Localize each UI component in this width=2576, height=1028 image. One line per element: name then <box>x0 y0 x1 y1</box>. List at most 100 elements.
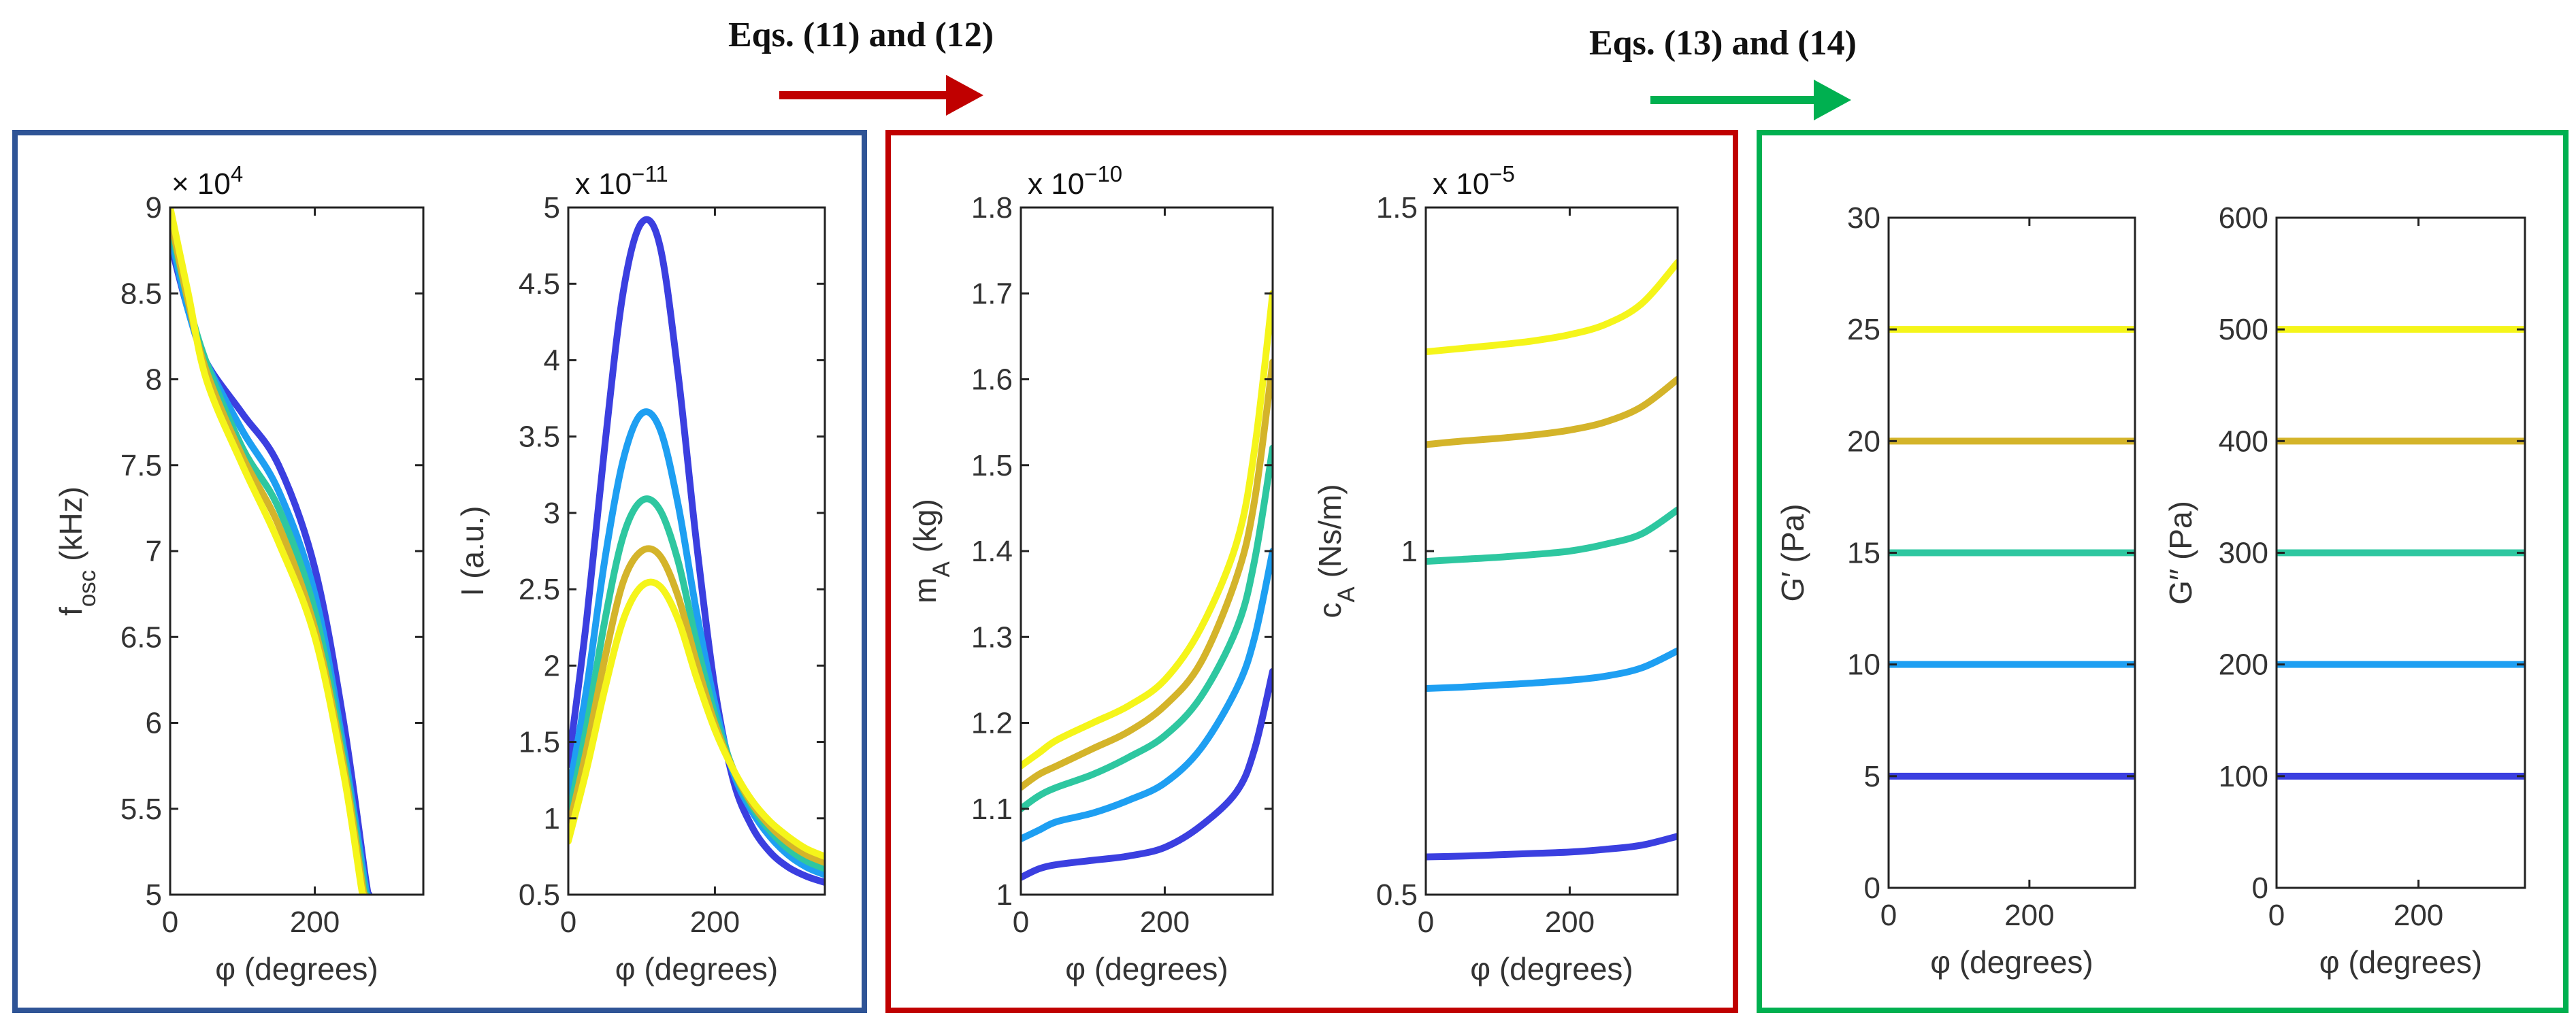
axis-exponent: x 10−10 <box>1028 161 1122 201</box>
series-line-s3 <box>1426 506 1678 565</box>
panel-lumped-frame <box>885 130 1738 1013</box>
y-tick-label: 4.5 <box>519 267 560 301</box>
y-tick-label: 1 <box>544 802 560 835</box>
y-tick-label: 1.1 <box>971 793 1013 826</box>
series-group <box>2277 326 2525 780</box>
x-axis-label: φ (degrees) <box>1065 951 1228 986</box>
y-tick-label: 7 <box>146 535 162 568</box>
axis-exponent: x 10−11 <box>575 161 668 201</box>
y-tick-label: 15 <box>1847 537 1880 570</box>
y-tick-label: 6 <box>146 707 162 740</box>
y-tick-label: 8.5 <box>120 277 162 310</box>
chart-mass: 1 1.1 1.2 1.3 1.4 1.5 1.6 1.7 1.8 0 200 φ (degrees)… <box>907 161 1274 986</box>
x-tick-label: 0 <box>1013 906 1029 939</box>
arrow-green-icon <box>1650 80 1851 120</box>
x-axis-label: φ (degrees) <box>2319 944 2482 980</box>
y-tick-label: 20 <box>1847 425 1880 458</box>
arrow-red-icon <box>779 75 983 116</box>
y-tick-label: 3.5 <box>519 420 560 454</box>
y-tick-label: 0.5 <box>519 878 560 912</box>
y-tick-label: 2 <box>544 649 560 682</box>
x-tick-label: 0 <box>1418 906 1434 939</box>
y-axis-label: G′ (Pa) <box>1775 503 1810 601</box>
x-axis-label: φ (degrees) <box>615 951 778 986</box>
chart-intensity: 0.5 1 1.5 2 2.5 3 3.5 4 4.5 5 0 200 φ (degrees) I (a.… <box>455 161 826 986</box>
chart-fosc: 5 5.5 6 6.5 7 7.5 8 8.5 9 0 200 φ (degrees) fosc (kH… <box>53 161 425 986</box>
y-tick-label: 500 <box>2219 313 2268 346</box>
y-tick-label: 600 <box>2219 201 2268 235</box>
panel-material-frame <box>1757 130 2569 1013</box>
y-axis-label: I (a.u.) <box>455 506 490 597</box>
y-tick-label: 5 <box>146 878 162 912</box>
x-axis-label: φ (degrees) <box>1470 951 1633 986</box>
series-line-s5 <box>568 578 825 860</box>
x-tick-label: 200 <box>1140 906 1190 939</box>
series-group <box>170 208 373 895</box>
y-tick-label: 1.3 <box>971 620 1013 654</box>
chart-damping: 0.5 1 1.5 0 200 φ (degrees) cA (Ns/m) x 10−5 <box>1312 161 1679 986</box>
y-tick-label: 5 <box>1864 760 1880 793</box>
y-tick-label: 0 <box>1864 872 1880 905</box>
x-tick-label: 200 <box>1545 906 1595 939</box>
panel-input-frame <box>12 130 867 1013</box>
y-tick-label: 1.4 <box>971 535 1013 568</box>
arrow-label-eqs-13-14: Eqs. (13) and (14) <box>1589 24 1857 63</box>
y-axis-label: mA (kg) <box>907 499 955 603</box>
y-tick-label: 0 <box>2252 872 2268 905</box>
x-tick-label: 0 <box>1880 899 1897 932</box>
chart-storage-modulus: 0 5 10 15 20 25 30 0 200 φ (degrees) G′ (Pa) <box>1775 201 2136 980</box>
series-line-s3 <box>568 495 825 872</box>
y-tick-label: 2.5 <box>519 573 560 606</box>
series-group <box>568 216 825 886</box>
series-line-s5 <box>1021 290 1273 769</box>
arrow-label-eqs-11-12: Eqs. (11) and (12) <box>728 16 994 54</box>
series-line-s5 <box>1426 259 1678 356</box>
x-tick-label: 0 <box>560 906 576 939</box>
y-tick-label: 1.8 <box>971 191 1013 225</box>
series-line-s4 <box>568 545 825 866</box>
x-axis-label: φ (degrees) <box>215 951 378 986</box>
y-axis-label: cA (Ns/m) <box>1312 484 1360 618</box>
x-axis-label: φ (degrees) <box>1930 944 2093 980</box>
series-line-s4 <box>170 212 368 895</box>
axis-exponent: × 104 <box>172 161 243 201</box>
series-line-s2 <box>1021 548 1273 842</box>
y-tick-label: 1 <box>996 878 1013 912</box>
y-tick-label: 200 <box>2219 648 2268 682</box>
x-tick-label: 200 <box>2394 899 2443 932</box>
series-group <box>1889 326 2135 780</box>
axis-exponent: x 10−5 <box>1433 161 1515 201</box>
series-line-s1 <box>1021 667 1273 881</box>
x-tick-label: 200 <box>2004 899 2054 932</box>
y-tick-label: 1 <box>1401 535 1418 568</box>
y-tick-label: 30 <box>1847 201 1880 235</box>
y-tick-label: 1.5 <box>971 449 1013 482</box>
y-tick-label: 1.6 <box>971 363 1013 397</box>
x-tick-label: 0 <box>2268 899 2285 932</box>
y-tick-label: 300 <box>2219 537 2268 570</box>
y-tick-label: 8 <box>146 363 162 397</box>
y-tick-label: 25 <box>1847 313 1880 346</box>
y-tick-label: 100 <box>2219 760 2268 793</box>
y-axis-label: G′′ (Pa) <box>2163 501 2198 605</box>
series-line-s1 <box>568 216 825 886</box>
y-axis-label: fosc (kHz) <box>53 486 101 616</box>
y-tick-label: 0.5 <box>1376 878 1418 912</box>
series-line-s5 <box>170 208 367 895</box>
y-tick-label: 10 <box>1847 648 1880 682</box>
series-line-s4 <box>1021 359 1273 791</box>
series-group <box>1021 290 1273 881</box>
y-tick-label: 7.5 <box>120 449 162 482</box>
series-line-s3 <box>1021 444 1273 812</box>
series-line-s1 <box>1426 833 1678 861</box>
y-tick-label: 400 <box>2219 425 2268 458</box>
x-tick-label: 200 <box>290 906 340 939</box>
y-tick-label: 1.7 <box>971 277 1013 310</box>
axes-box <box>567 206 826 896</box>
y-tick-label: 3 <box>544 497 560 530</box>
series-group <box>1426 259 1678 861</box>
y-tick-label: 4 <box>544 344 560 377</box>
chart-loss-modulus: 0 100 200 300 400 500 600 0 200 φ (degrees) G′′ (P… <box>2163 201 2526 980</box>
y-tick-label: 1.5 <box>1376 191 1418 225</box>
